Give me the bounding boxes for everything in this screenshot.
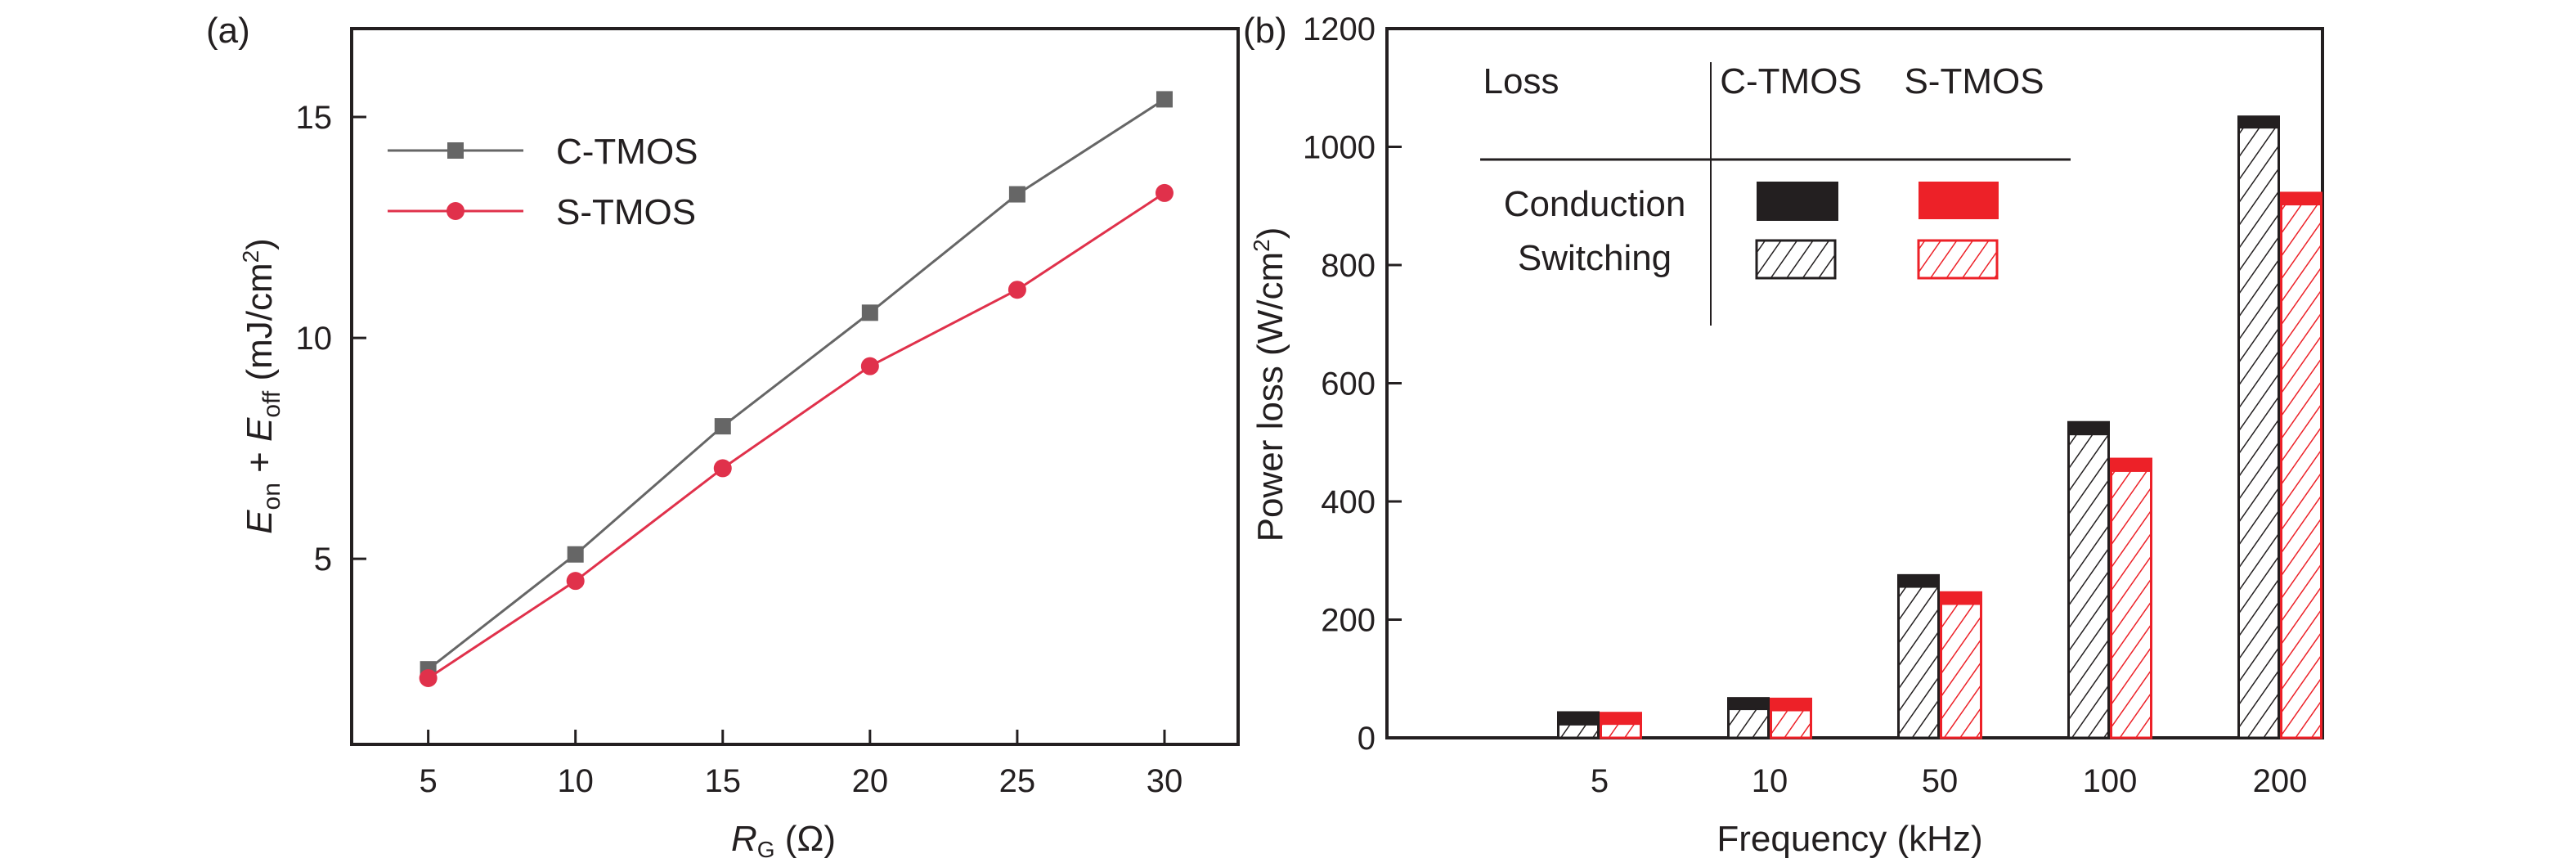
legend-label-c-tmos: C-TMOS (556, 132, 698, 172)
y-tick-label-b: 1200 (1303, 11, 1376, 47)
data-point-s-tmos (713, 459, 732, 478)
panel-b-label: (b) (1243, 11, 1287, 51)
series-line-s-tmos (427, 191, 1165, 680)
series-line-c-tmos (427, 98, 1165, 671)
legend-marker-square (447, 142, 464, 159)
legend-table-b: Loss C-TMOS S-TMOS Conduction Switching (1480, 61, 2071, 326)
bar-conduction-s-tmos (1600, 712, 1642, 724)
data-point-c-tmos (1156, 91, 1173, 108)
bar-conduction-c-tmos (2237, 115, 2280, 128)
y-tick-label-b: 0 (1358, 721, 1376, 757)
legend-header-loss: Loss (1483, 61, 1560, 101)
legend-marker-circle (447, 202, 464, 220)
legend-header-s-tmos: S-TMOS (1904, 61, 2044, 101)
bar-conduction-s-tmos (2110, 457, 2152, 471)
y-axis-label-a: Eon + Eoff (mJ/cm2) (238, 238, 285, 534)
y-tick-label-a: 10 (296, 321, 333, 357)
bar-switching-s-tmos (2110, 469, 2152, 739)
y-tick-label-b: 400 (1321, 484, 1376, 520)
legend-swatch-c-conduction (1757, 182, 1838, 221)
bar-switching-c-tmos (1897, 585, 1940, 739)
x-tick-label-b: 200 (2253, 763, 2308, 799)
data-point-s-tmos (419, 668, 438, 687)
bar-switching-s-tmos (1940, 602, 1982, 739)
y-tick-label-a: 15 (296, 100, 333, 136)
y-tick-label-b: 600 (1321, 366, 1376, 402)
bar-switching-c-tmos (1727, 708, 1770, 739)
panel-a-label: (a) (206, 11, 250, 51)
x-axis-label-a: RG (Ω) (731, 819, 836, 862)
plot-frame-b (1385, 27, 2324, 739)
bar-conduction-c-tmos (1557, 711, 1600, 725)
bar-switching-c-tmos (1557, 722, 1600, 739)
bar-switching-c-tmos (2237, 126, 2280, 739)
panel-a: (a) 5 10 15 20 25 30 5 10 15 Eon + Eoff (mJ/cm2)… (206, 11, 1240, 862)
legend-swatch-s-conduction (1919, 182, 1999, 219)
bar-conduction-s-tmos (2280, 191, 2322, 205)
legend-swatch-c-switching (1755, 239, 1837, 280)
legend-a: C-TMOS S-TMOS (388, 132, 698, 232)
bar-conduction-s-tmos (1940, 591, 1982, 604)
data-point-c-tmos (567, 546, 584, 563)
legend-label-s-tmos: S-TMOS (556, 192, 696, 232)
data-point-c-tmos (861, 304, 878, 321)
y-tick-label-b: 1000 (1303, 130, 1376, 166)
legend-row-conduction: Conduction (1504, 184, 1686, 224)
data-point-s-tmos (860, 357, 879, 375)
y-tick-label-b: 200 (1321, 603, 1376, 639)
y-tick-label-b: 800 (1321, 248, 1376, 284)
legend-swatch-s-switching (1917, 239, 1999, 280)
data-point-s-tmos (1008, 281, 1026, 299)
x-tick-label-b: 50 (1922, 763, 1959, 799)
bar-switching-c-tmos (2067, 433, 2110, 739)
x-tick-label-b: 5 (1591, 763, 1609, 799)
legend-header-c-tmos: C-TMOS (1720, 61, 1862, 101)
legend-row-switching: Switching (1518, 238, 1672, 278)
y-axis-label-b: Power loss (W/cm2) (1249, 227, 1290, 542)
bar-conduction-s-tmos (1770, 697, 1812, 711)
x-tick-label-b: 100 (2083, 763, 2138, 799)
bar-conduction-c-tmos (1727, 697, 1770, 709)
x-tick-label-a: 10 (557, 763, 594, 799)
panel-b: (b) 0 200 400 600 800 1000 1200 5 10 50 100 200 Pow… (1243, 11, 2324, 859)
x-tick-label-a: 20 (852, 763, 889, 799)
data-point-s-tmos (1155, 183, 1174, 202)
bar-switching-s-tmos (1770, 708, 1812, 739)
bar-switching-s-tmos (1600, 722, 1642, 739)
bar-conduction-c-tmos (2067, 420, 2110, 434)
y-tick-label-a: 5 (314, 542, 332, 578)
plot-frame-a (350, 27, 1240, 746)
x-tick-label-a: 30 (1147, 763, 1183, 799)
x-tick-label-a: 25 (999, 763, 1036, 799)
data-point-c-tmos (714, 418, 731, 435)
bar-switching-s-tmos (2280, 203, 2322, 739)
x-tick-label-a: 5 (420, 763, 438, 799)
x-tick-label-a: 15 (705, 763, 742, 799)
data-point-s-tmos (566, 572, 585, 591)
x-axis-label-b: Frequency (kHz) (1717, 819, 1982, 859)
data-point-c-tmos (1008, 186, 1025, 203)
x-tick-label-b: 10 (1752, 763, 1788, 799)
bar-conduction-c-tmos (1897, 573, 1940, 587)
